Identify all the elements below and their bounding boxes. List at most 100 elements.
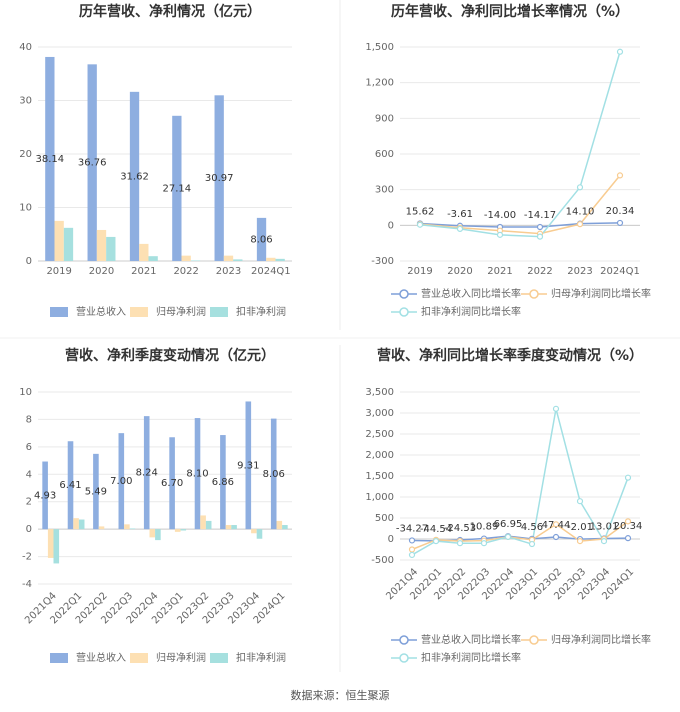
data-label: 14.10 (566, 207, 595, 218)
bar (256, 217, 267, 261)
point (576, 184, 584, 191)
y-tick-label: 0 (388, 534, 394, 545)
bar (220, 435, 226, 530)
data-label: -14.17 (524, 210, 556, 221)
data-label: 31.62 (120, 171, 149, 182)
bar (129, 91, 140, 261)
point (616, 219, 624, 227)
y-tick-label: 3,000 (365, 408, 394, 419)
legend-label: 扣非净利润 (236, 651, 286, 664)
legend-swatch (529, 635, 539, 645)
x-tick-label: 2023 (216, 266, 241, 277)
y-tick-label: -2 (22, 552, 32, 563)
data-label: -44.54 (420, 524, 452, 535)
x-tick-label: 2024Q1 (251, 266, 291, 277)
y-tick-label: 300 (375, 185, 394, 196)
point (624, 518, 632, 525)
legend-swatch (50, 653, 68, 663)
bar (251, 529, 257, 534)
bar (233, 259, 243, 261)
source-note: 数据来源：恒生聚源 (291, 688, 390, 702)
legend-swatch (50, 307, 68, 317)
data-label: -14.00 (484, 210, 516, 221)
line (411, 408, 629, 556)
y-tick-label: 500 (375, 513, 394, 524)
data-label: 38.14 (36, 154, 65, 165)
legend-swatch (399, 635, 409, 645)
legend-swatch (399, 653, 409, 663)
y-tick-label: 2,500 (365, 429, 394, 440)
bar (54, 220, 64, 261)
bar (174, 529, 181, 532)
bar (93, 453, 99, 530)
data-label: -2.01 (567, 522, 593, 533)
legend-swatch (130, 307, 148, 317)
y-tick-label: 900 (375, 113, 394, 124)
bar (124, 524, 130, 530)
legend-swatch (130, 653, 148, 663)
y-tick-label: 40 (19, 42, 32, 53)
legend-swatch (210, 307, 228, 317)
legend-swatch (529, 289, 539, 299)
chart-title: 历年营收、净利情况（亿元） (79, 3, 261, 20)
chart-title: 营收、净利季度变动情况（亿元） (65, 347, 275, 364)
data-label: 6.41 (59, 480, 81, 491)
bar (172, 115, 182, 262)
data-label: 5.49 (85, 486, 107, 497)
bar (53, 529, 60, 564)
y-tick-label: 8 (26, 414, 32, 425)
y-tick-label: 3,500 (365, 387, 394, 398)
data-label: -24.53 (444, 523, 476, 534)
point (528, 540, 536, 548)
data-label: -34.27 (396, 523, 428, 534)
point (480, 540, 488, 547)
data-label: 20.34 (606, 206, 635, 217)
point (624, 474, 632, 481)
data-label: 7.00 (110, 476, 132, 487)
y-tick-label: 10 (19, 203, 32, 214)
bar (231, 525, 237, 530)
data-label: 8.24 (136, 468, 158, 479)
bar (42, 461, 48, 530)
y-tick-label: 1,500 (365, 42, 394, 53)
y-tick-label: -300 (371, 256, 394, 267)
bar (190, 260, 201, 261)
point (408, 537, 416, 544)
y-tick-label: 6 (26, 442, 32, 453)
bar (276, 520, 283, 530)
y-tick-label: 4 (26, 469, 32, 480)
data-label: -3.61 (447, 209, 473, 220)
bar (205, 520, 212, 530)
y-tick-label: 600 (375, 149, 394, 160)
data-label: 8.10 (186, 469, 208, 480)
chart-title: 历年营收、净利同比增长率情况（%） (391, 3, 629, 20)
x-tick-label: 2020 (447, 266, 472, 277)
y-tick-label: 0 (26, 256, 32, 267)
x-tick-label: 2022 (527, 266, 552, 277)
data-label: 9.31 (237, 460, 259, 471)
bar (87, 64, 97, 261)
point (432, 537, 440, 545)
bar (106, 236, 116, 261)
point (552, 521, 560, 528)
x-tick-label: 2024Q1 (600, 266, 640, 277)
data-label: 36.76 (78, 158, 107, 169)
bar (45, 56, 55, 261)
y-tick-label: 1,000 (365, 492, 394, 503)
point (456, 225, 464, 232)
bar (155, 529, 161, 541)
point (408, 546, 416, 553)
point (576, 537, 584, 545)
point (624, 535, 632, 542)
bar (223, 255, 234, 261)
legend-label: 归母净利润同比增长率 (551, 633, 651, 646)
bar (270, 418, 277, 530)
data-label: 4.93 (34, 490, 56, 501)
bar (181, 255, 191, 261)
bar (169, 437, 175, 530)
point (496, 231, 504, 238)
y-tick-label: 1,500 (365, 471, 394, 482)
y-tick-label: 10 (19, 387, 32, 398)
bar (245, 401, 252, 530)
